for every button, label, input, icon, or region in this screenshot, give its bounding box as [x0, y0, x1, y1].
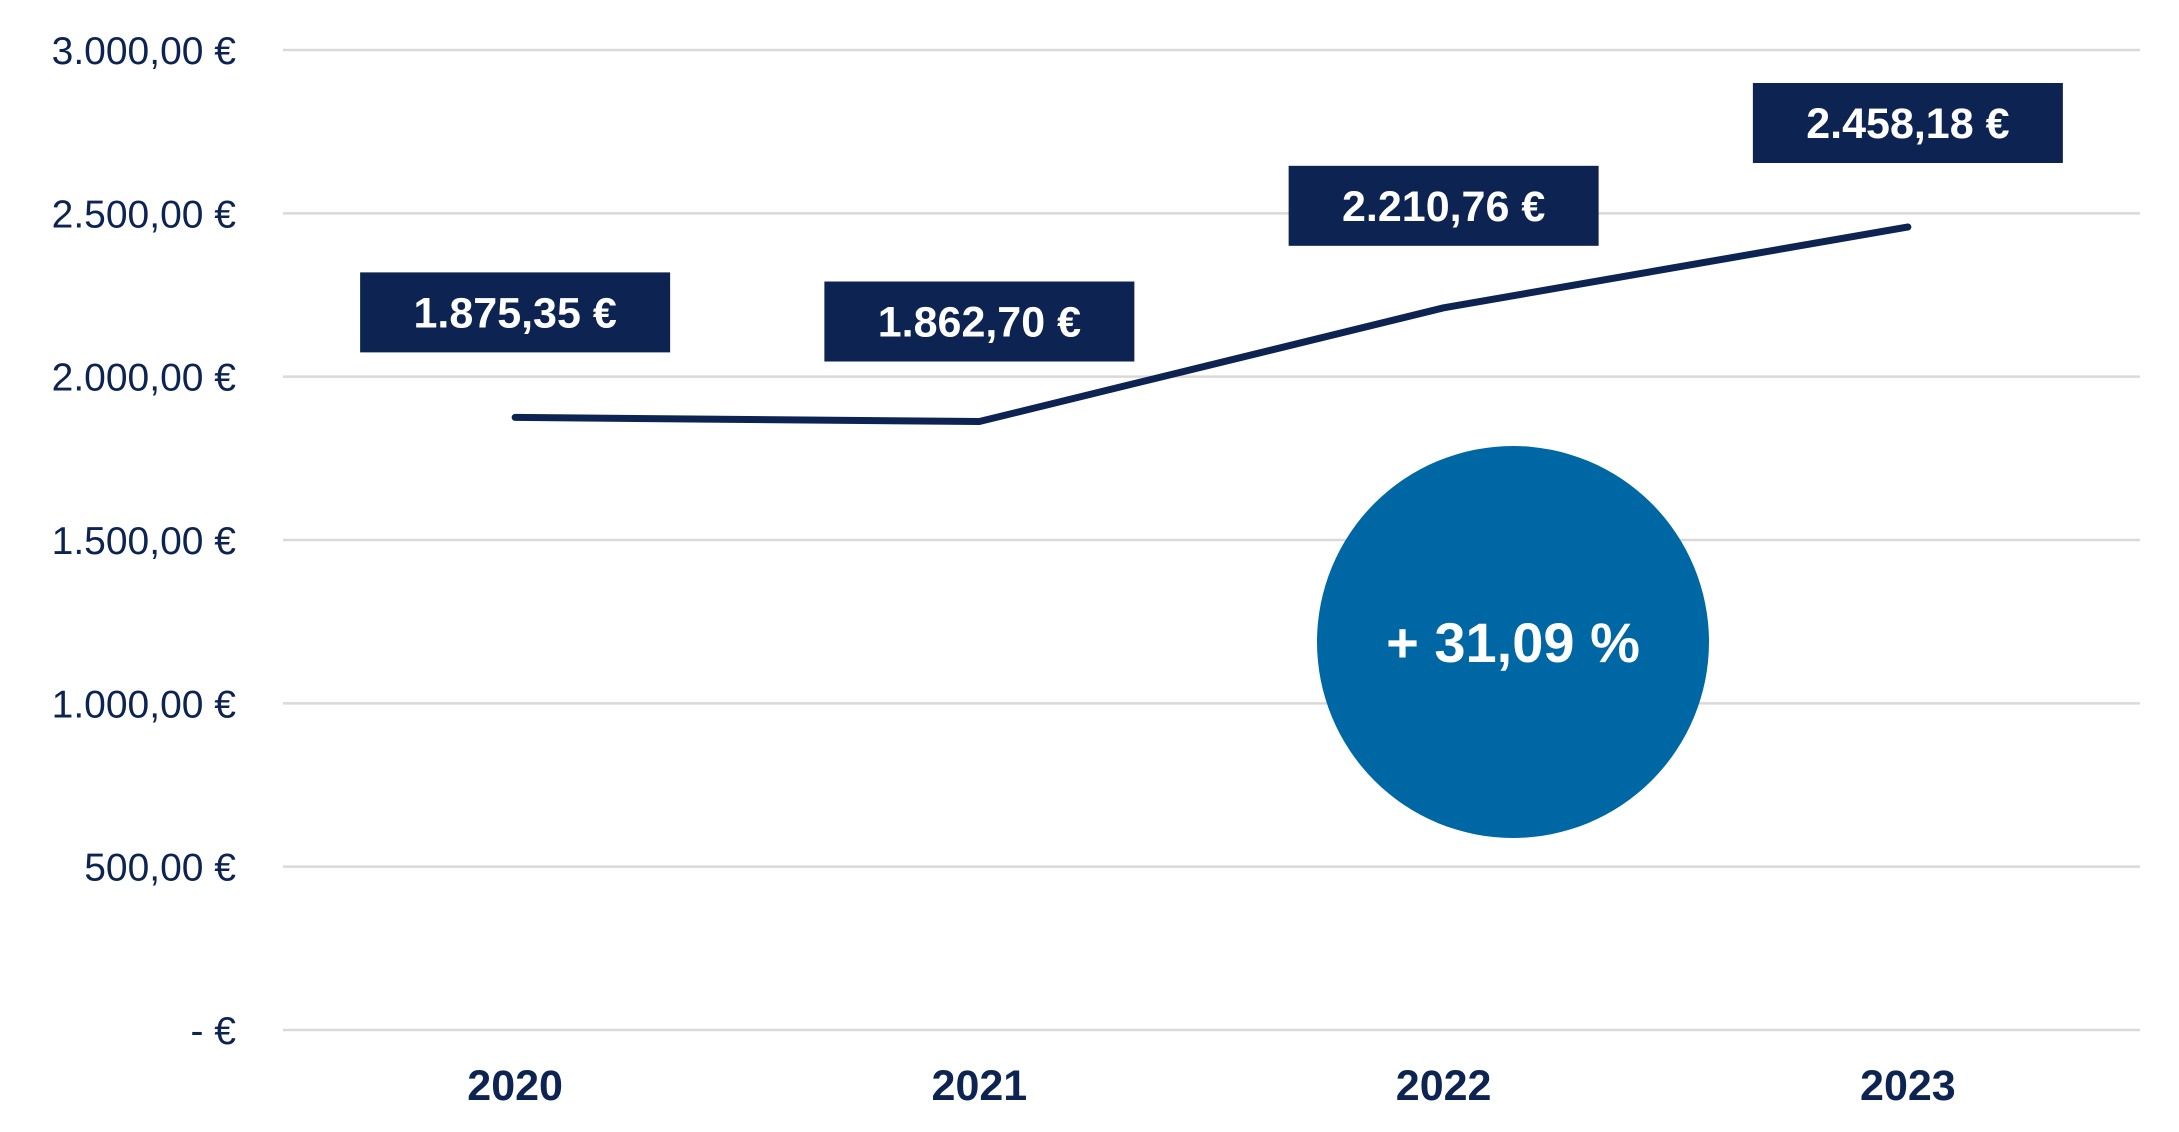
y-tick-label: 2.500,00 € — [52, 193, 237, 236]
data-label-box — [824, 281, 1135, 362]
x-tick-label: 2023 — [1860, 1062, 1956, 1110]
y-tick-label: 500,00 € — [84, 847, 236, 890]
growth-badge-text: + 31,09 % — [1386, 611, 1640, 674]
data-label: 2.210,76 € — [1288, 165, 1599, 246]
x-tick-label: 2021 — [932, 1062, 1028, 1110]
data-label-box — [360, 272, 671, 353]
data-label-text: 2.210,76 € — [1342, 183, 1545, 231]
y-tick-label: - € — [190, 1010, 236, 1053]
growth-badge: + 31,09 % — [1317, 446, 1709, 838]
y-tick-label: 3.000,00 € — [52, 30, 237, 73]
x-tick-label: 2020 — [467, 1062, 563, 1110]
data-label: 1.875,35 € — [360, 272, 671, 353]
series-line — [511, 223, 1912, 426]
data-label-text: 2.458,18 € — [1806, 100, 2009, 148]
y-tick-label: 1.500,00 € — [52, 520, 237, 563]
y-axis-tick-labels: - € 500,00 € 1.000,00 € 1.500,00 € 2.000,00 … — [52, 30, 237, 1053]
x-tick-label: 2022 — [1396, 1062, 1492, 1110]
gridlines — [283, 48, 2140, 1032]
y-tick-label: 1.000,00 € — [52, 683, 237, 726]
data-label-box — [1288, 165, 1599, 246]
x-axis-tick-labels: 2020 2021 2022 2023 — [467, 1062, 1955, 1110]
growth-badge-circle — [1317, 446, 1709, 838]
data-labels: 1.875,35 € 1.862,70 € 2.210,76 € 2.458,18 € — [360, 82, 2063, 362]
data-label: 2.458,18 € — [1752, 82, 2063, 163]
data-label-box — [1752, 82, 2063, 163]
data-label-text: 1.875,35 € — [414, 289, 617, 337]
data-label: 1.862,70 € — [824, 281, 1135, 362]
series-line-layer — [511, 223, 1912, 426]
data-label-text: 1.862,70 € — [878, 299, 1081, 347]
y-tick-label: 2.000,00 € — [52, 357, 237, 400]
